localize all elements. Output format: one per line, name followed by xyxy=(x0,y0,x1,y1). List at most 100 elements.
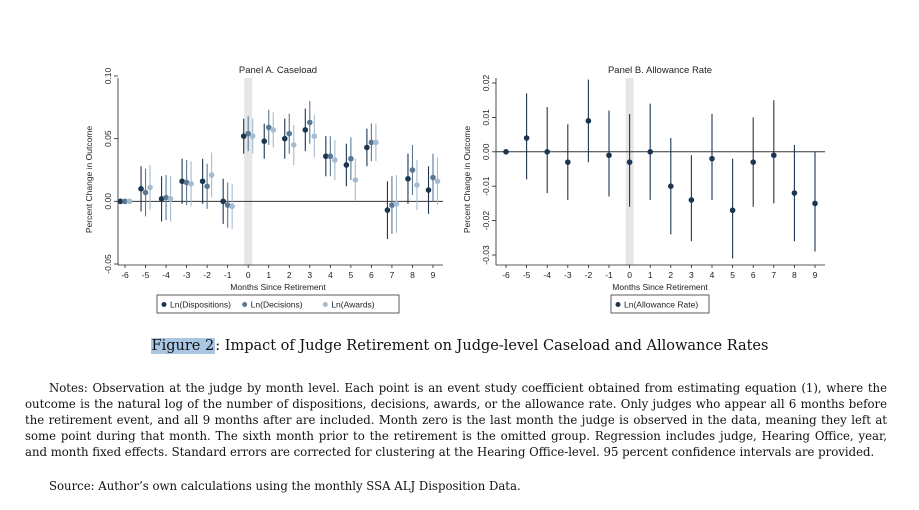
legend-label: Ln(Allowance Rate) xyxy=(624,300,698,310)
x-axis-label: Months Since Retirement xyxy=(612,282,708,292)
y-tick-label: 0.02 xyxy=(481,74,491,91)
y-tick-label: -0.05 xyxy=(103,254,113,274)
y-tick-label: -0.02 xyxy=(481,211,491,231)
point-ln-allowance-rate xyxy=(503,149,509,155)
point-ln-dispositions xyxy=(117,198,124,205)
point-ln-dispositions xyxy=(323,153,329,160)
point-ln-awards xyxy=(229,203,235,210)
point-ln-decisions xyxy=(245,130,251,137)
point-ln-allowance-rate xyxy=(791,190,798,196)
y-tick-label: -0.01 xyxy=(481,176,491,196)
point-ln-dispositions xyxy=(364,144,370,151)
x-tick-label: 0 xyxy=(627,270,632,280)
point-ln-decisions xyxy=(204,183,210,190)
point-ln-decisions xyxy=(430,174,436,181)
data-source: Source: Author’s own calculations using … xyxy=(49,479,521,493)
legend: Ln(Allowance Rate) xyxy=(610,294,710,314)
x-tick-label: 8 xyxy=(410,270,415,280)
x-tick-label: -5 xyxy=(523,270,531,280)
point-ln-awards xyxy=(311,133,318,139)
point-ln-dispositions xyxy=(240,133,247,139)
point-ln-awards xyxy=(167,196,174,202)
point-ln-decisions xyxy=(389,202,395,208)
point-ln-allowance-rate xyxy=(709,155,715,162)
caption-text: : Impact of Judge Retirement on Judge-le… xyxy=(215,338,769,354)
figure-label[interactable]: Figure 2 xyxy=(150,338,216,354)
x-tick-label: -3 xyxy=(564,270,572,280)
point-ln-awards xyxy=(126,198,133,205)
point-ln-dispositions xyxy=(405,175,411,182)
point-ln-decisions xyxy=(163,194,169,201)
point-ln-decisions xyxy=(348,155,354,162)
point-ln-dispositions xyxy=(261,138,268,144)
legend-marker xyxy=(322,302,328,307)
point-ln-dispositions xyxy=(281,135,288,142)
point-ln-awards xyxy=(352,177,359,183)
panel-b-chart: -0.03 -0.02 -0.01 0.00 0.01 0.02 -6 -5 -4 -3 -2 -1 0… xyxy=(462,65,825,314)
x-tick-label: 1 xyxy=(266,270,271,280)
point-ln-allowance-rate xyxy=(544,149,550,155)
x-tick-label: -1 xyxy=(605,270,613,280)
point-ln-allowance-rate xyxy=(523,135,530,141)
x-tick-label: 8 xyxy=(792,270,797,280)
point-ln-allowance-rate xyxy=(668,183,674,189)
y-tick-label: 0.05 xyxy=(103,130,113,147)
legend-box xyxy=(610,294,710,314)
point-ln-awards xyxy=(249,133,256,139)
point-ln-awards xyxy=(393,201,400,207)
x-tick-label: 9 xyxy=(813,270,818,280)
x-tick-label: 6 xyxy=(369,270,374,280)
point-ln-allowance-rate xyxy=(771,152,777,159)
point-ln-decisions xyxy=(122,198,128,205)
y-axis-label: Percent Change in Outcome xyxy=(462,126,472,234)
point-ln-decisions xyxy=(183,179,190,186)
x-tick-label: 9 xyxy=(431,270,436,280)
x-tick-label: 3 xyxy=(307,270,312,280)
x-tick-label: -5 xyxy=(142,270,150,280)
point-ln-dispositions xyxy=(302,127,309,133)
point-ln-awards xyxy=(332,157,338,163)
figure-notes: Notes: Observation at the judge by month… xyxy=(25,381,887,459)
point-ln-allowance-rate xyxy=(750,159,756,165)
x-tick-label: 3 xyxy=(689,270,694,280)
point-ln-allowance-rate xyxy=(626,159,633,165)
y-tick-label: 0.10 xyxy=(103,67,113,84)
point-ln-allowance-rate xyxy=(729,207,736,214)
x-tick-label: 4 xyxy=(710,270,715,280)
x-tick-label: -4 xyxy=(543,270,551,280)
legend-label: Ln(Decisions) xyxy=(251,300,303,310)
point-ln-decisions xyxy=(409,167,416,173)
x-axis-label: Months Since Retirement xyxy=(230,282,326,292)
point-ln-allowance-rate xyxy=(565,159,571,165)
point-ln-awards xyxy=(147,184,153,191)
y-tick-label: 0.00 xyxy=(103,193,113,210)
point-ln-allowance-rate xyxy=(585,118,592,124)
x-tick-label: -1 xyxy=(224,270,232,280)
x-tick-label: 5 xyxy=(348,270,353,280)
point-ln-dispositions xyxy=(220,198,226,205)
x-tick-label: 5 xyxy=(730,270,735,280)
point-ln-decisions xyxy=(286,130,293,137)
x-tick-label: 0 xyxy=(246,270,251,280)
legend-box xyxy=(156,294,400,314)
point-ln-decisions xyxy=(142,189,149,196)
point-ln-allowance-rate xyxy=(647,149,653,155)
x-tick-label: -4 xyxy=(162,270,170,280)
legend: Ln(Dispositions) Ln(Decisions) Ln(Awards) xyxy=(156,294,400,314)
point-ln-dispositions xyxy=(384,207,391,213)
panel-a-title: Panel A. Caseload xyxy=(239,65,317,76)
point-ln-awards xyxy=(434,178,441,185)
point-ln-decisions xyxy=(265,124,272,131)
x-tick-label: 7 xyxy=(771,270,776,280)
point-ln-dispositions xyxy=(343,162,350,168)
x-tick-label: 2 xyxy=(287,270,292,280)
point-ln-dispositions xyxy=(138,186,144,192)
x-tick-label: -2 xyxy=(585,270,593,280)
x-tick-label: 6 xyxy=(751,270,756,280)
month-zero-band xyxy=(244,78,253,265)
point-ln-awards xyxy=(414,182,420,188)
point-ln-dispositions xyxy=(199,178,206,185)
point-ln-awards xyxy=(188,180,194,187)
point-ln-decisions xyxy=(307,119,313,126)
x-tick-label: -6 xyxy=(502,270,510,280)
